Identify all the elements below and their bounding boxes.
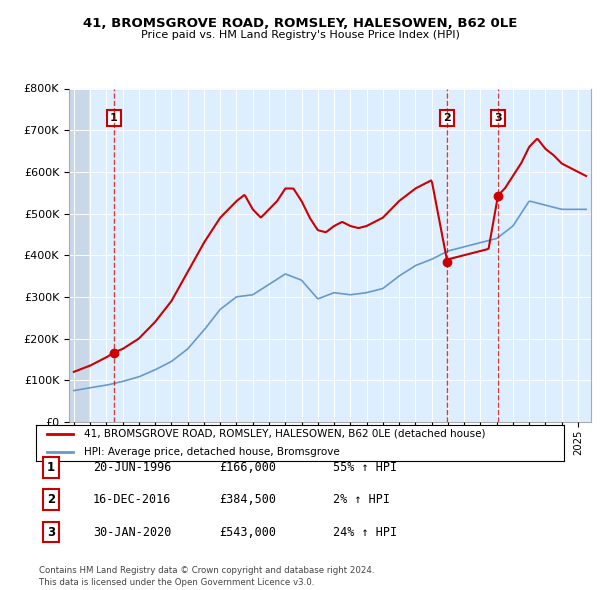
Text: £166,000: £166,000 (219, 461, 276, 474)
Text: £543,000: £543,000 (219, 526, 276, 539)
Bar (69, 88, 89, 422)
Text: HPI: Average price, detached house, Bromsgrove: HPI: Average price, detached house, Brom… (83, 447, 339, 457)
Text: 2: 2 (47, 493, 55, 506)
Text: 2: 2 (443, 113, 451, 123)
Text: 41, BROMSGROVE ROAD, ROMSLEY, HALESOWEN, B62 0LE: 41, BROMSGROVE ROAD, ROMSLEY, HALESOWEN,… (83, 17, 517, 30)
Text: 55% ↑ HPI: 55% ↑ HPI (333, 461, 397, 474)
Text: 2% ↑ HPI: 2% ↑ HPI (333, 493, 390, 506)
Text: 1: 1 (110, 113, 118, 123)
Text: Price paid vs. HM Land Registry's House Price Index (HPI): Price paid vs. HM Land Registry's House … (140, 30, 460, 40)
Text: £384,500: £384,500 (219, 493, 276, 506)
Text: 3: 3 (47, 526, 55, 539)
Text: 1: 1 (47, 461, 55, 474)
Text: Contains HM Land Registry data © Crown copyright and database right 2024.
This d: Contains HM Land Registry data © Crown c… (39, 566, 374, 587)
Text: 20-JUN-1996: 20-JUN-1996 (93, 461, 172, 474)
Text: 24% ↑ HPI: 24% ↑ HPI (333, 526, 397, 539)
Text: 3: 3 (494, 113, 502, 123)
Text: 16-DEC-2016: 16-DEC-2016 (93, 493, 172, 506)
Text: 41, BROMSGROVE ROAD, ROMSLEY, HALESOWEN, B62 0LE (detached house): 41, BROMSGROVE ROAD, ROMSLEY, HALESOWEN,… (83, 429, 485, 439)
Text: 30-JAN-2020: 30-JAN-2020 (93, 526, 172, 539)
